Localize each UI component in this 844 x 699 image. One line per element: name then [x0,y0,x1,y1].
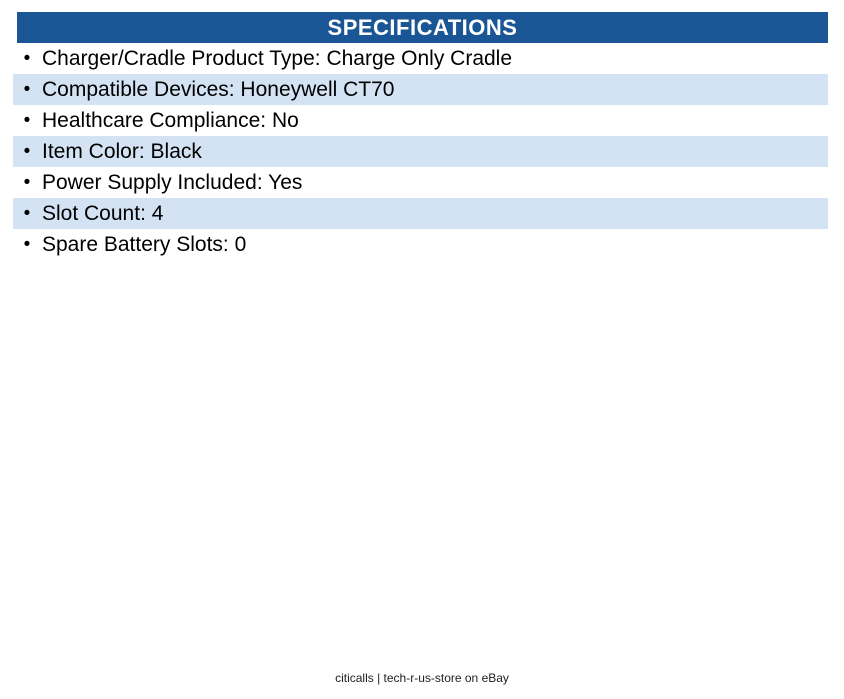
bullet-icon: • [23,110,31,131]
spec-text: Power Supply Included: Yes [42,167,302,198]
spec-text: Spare Battery Slots: 0 [42,229,246,260]
spec-label: Item Color [42,140,139,163]
spec-label: Compatible Devices [42,78,229,101]
spec-row-charger-cradle-product-type: • Charger/Cradle Product Type: Charge On… [13,43,828,74]
spec-text: Item Color: Black [42,136,202,167]
spec-label: Slot Count [42,202,141,225]
bullet-icon: • [23,141,31,162]
footer-credit: citicalls | tech-r-us-store on eBay [335,671,509,685]
spec-value: 4 [151,202,164,225]
bullet-icon: • [23,172,31,193]
spec-label: Power Supply Included [42,171,257,194]
spec-value: Yes [268,171,303,194]
specifications-list: • Charger/Cradle Product Type: Charge On… [13,43,828,260]
spec-separator: : [138,140,151,163]
bullet-icon: • [23,234,31,255]
spec-label: Charger/Cradle Product Type [42,47,315,70]
spec-text: Compatible Devices: Honeywell CT70 [42,74,395,105]
spec-text: Healthcare Compliance: No [42,105,299,136]
spec-separator: : [140,202,152,225]
spec-label: Healthcare Compliance [42,109,261,132]
spec-separator: : [256,171,269,194]
bullet-icon: • [23,203,31,224]
spec-text: Slot Count: 4 [42,198,163,229]
spec-row-slot-count: • Slot Count: 4 [13,198,828,229]
spec-label: Spare Battery Slots [42,233,223,256]
spec-row-spare-battery-slots: • Spare Battery Slots: 0 [13,229,828,260]
spec-text: Charger/Cradle Product Type: Charge Only… [42,43,512,74]
spec-separator: : [222,233,235,256]
spec-separator: : [260,109,272,132]
bullet-icon: • [23,79,31,100]
spec-value: Black [150,140,202,163]
spec-row-compatible-devices: • Compatible Devices: Honeywell CT70 [13,74,828,105]
spec-row-power-supply-included: • Power Supply Included: Yes [13,167,828,198]
spec-value: 0 [234,233,247,256]
bullet-icon: • [23,48,31,69]
specifications-header: SPECIFICATIONS [17,12,828,43]
spec-separator: : [314,47,327,70]
spec-value: Charge Only Cradle [326,47,513,70]
spec-value: No [271,109,299,132]
spec-separator: : [228,78,241,101]
spec-value: Honeywell CT70 [240,78,395,101]
spec-row-healthcare-compliance: • Healthcare Compliance: No [13,105,828,136]
spec-row-item-color: • Item Color: Black [13,136,828,167]
